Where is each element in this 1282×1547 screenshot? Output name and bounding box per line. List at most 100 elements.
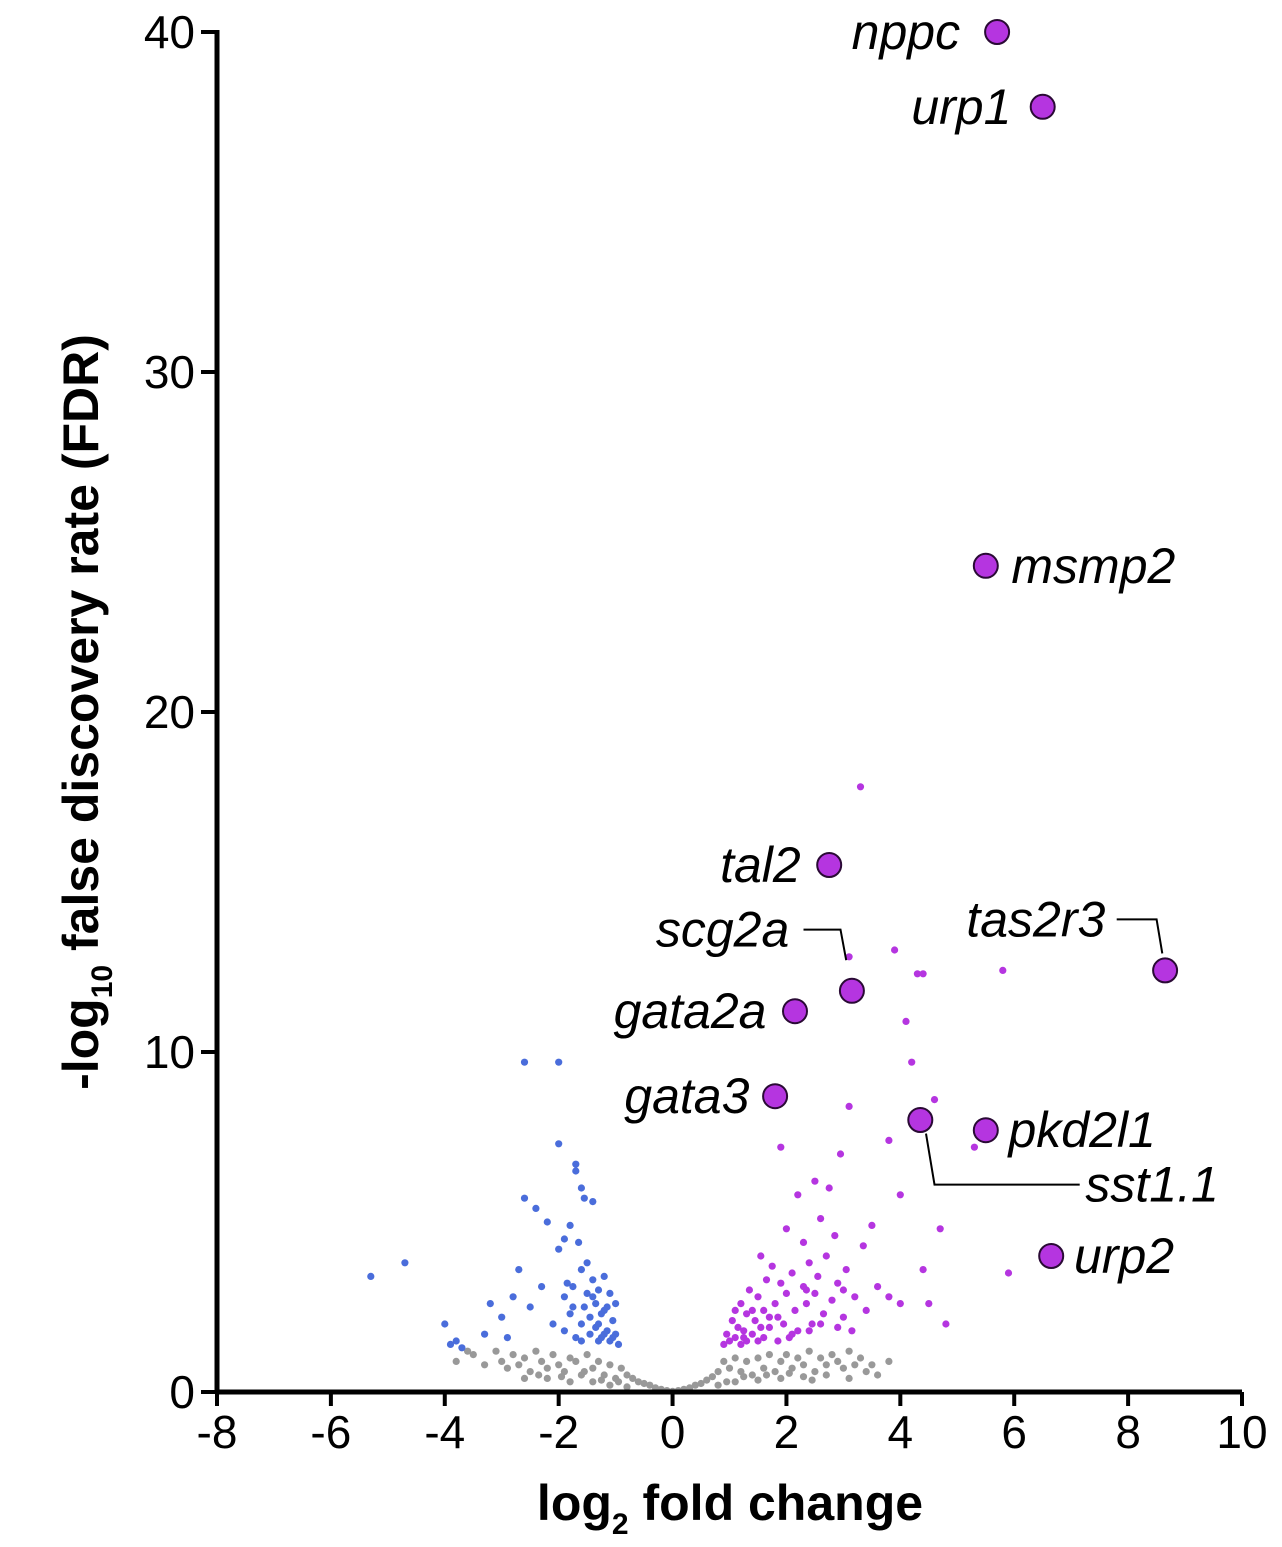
data-point	[720, 1357, 728, 1365]
data-point	[817, 1354, 825, 1362]
data-point	[885, 1293, 893, 1301]
data-point	[785, 1369, 793, 1377]
highlighted-genes	[762, 19, 1179, 1269]
data-point	[629, 1374, 637, 1382]
data-point	[1004, 1269, 1013, 1277]
data-point	[441, 1320, 449, 1328]
data-point	[728, 1317, 736, 1325]
data-point	[908, 1058, 916, 1066]
axes: -8 -6 -4 -2 0 2 4 6 8 10 0 10 20 30 40	[144, 6, 1268, 1458]
data-point	[580, 1368, 588, 1376]
data-point	[794, 1191, 802, 1199]
highlight-point-urp1	[1029, 93, 1056, 120]
data-point	[799, 1361, 808, 1369]
data-point	[856, 783, 865, 791]
data-point	[902, 1017, 910, 1025]
data-point	[731, 1378, 739, 1386]
data-point	[874, 1371, 882, 1379]
data-point	[811, 1177, 819, 1185]
gene-label-urp1: urp1	[911, 79, 1011, 135]
x-tick-label: -8	[197, 1406, 238, 1458]
data-point	[623, 1371, 631, 1379]
data-point	[771, 1300, 779, 1308]
y-tick-label: 10	[144, 1026, 195, 1078]
data-point	[555, 1245, 563, 1253]
highlight-point-nppc	[984, 19, 1011, 45]
data-point	[737, 1300, 745, 1308]
data-point	[583, 1351, 591, 1359]
data-point	[577, 1266, 586, 1274]
data-point	[577, 1184, 586, 1192]
data-point	[760, 1306, 768, 1314]
data-point	[782, 1225, 791, 1233]
data-point	[526, 1368, 534, 1376]
data-point	[617, 1364, 625, 1372]
data-point	[452, 1357, 460, 1365]
data-point	[748, 1330, 756, 1338]
data-point	[777, 1357, 785, 1365]
data-point	[780, 1320, 788, 1328]
data-point	[555, 1361, 563, 1369]
data-point	[515, 1361, 523, 1369]
data-point	[765, 1323, 774, 1331]
data-point	[566, 1354, 574, 1362]
data-point	[498, 1357, 506, 1365]
data-point	[520, 1354, 529, 1362]
data-point	[597, 1376, 606, 1384]
data-point	[891, 946, 899, 954]
data-point	[606, 1361, 614, 1369]
data-point	[714, 1368, 722, 1376]
data-point	[634, 1378, 643, 1386]
data-point	[760, 1364, 768, 1372]
data-point	[606, 1289, 614, 1297]
data-point	[740, 1373, 748, 1381]
data-point	[845, 953, 853, 961]
y-tick-label: 40	[144, 6, 195, 58]
data-point	[520, 1058, 529, 1066]
data-point	[751, 1317, 759, 1325]
data-point	[760, 1334, 768, 1342]
data-point	[401, 1259, 409, 1267]
data-point	[745, 1286, 754, 1294]
data-point	[640, 1379, 648, 1388]
data-point	[839, 1313, 848, 1321]
data-point	[723, 1330, 731, 1338]
data-point	[842, 1266, 850, 1274]
data-point	[509, 1293, 517, 1301]
data-point	[714, 1381, 722, 1389]
data-point	[577, 1337, 586, 1345]
data-point	[481, 1361, 489, 1369]
gene-label-msmp2: msmp2	[1011, 538, 1175, 594]
data-point	[592, 1300, 600, 1308]
data-point	[874, 1283, 882, 1291]
data-point	[868, 1221, 876, 1229]
data-point	[515, 1266, 523, 1274]
data-point	[731, 1354, 739, 1362]
data-point	[817, 1215, 825, 1223]
highlight-point-gata3	[762, 1083, 789, 1110]
y-axis-title: -log10 false discovery rate (FDR)	[53, 334, 119, 1090]
data-point	[566, 1310, 574, 1318]
y-tick-label: 30	[144, 346, 195, 398]
data-point	[794, 1327, 802, 1335]
data-point	[771, 1368, 779, 1376]
data-point	[757, 1252, 765, 1260]
data-point	[589, 1276, 597, 1284]
data-point	[762, 1276, 771, 1284]
data-point	[535, 1371, 543, 1379]
highlight-point-scg2a	[838, 977, 865, 1004]
data-point	[782, 1289, 791, 1297]
data-point	[765, 1313, 774, 1321]
data-point	[538, 1357, 546, 1365]
upregulated-points	[720, 783, 1013, 1348]
data-point	[851, 1361, 859, 1369]
data-point	[566, 1378, 574, 1386]
data-point	[777, 1279, 785, 1287]
downregulated-points	[367, 1058, 623, 1352]
data-point	[469, 1351, 477, 1359]
data-point	[748, 1306, 756, 1314]
data-point	[845, 1102, 853, 1110]
data-point	[592, 1323, 600, 1331]
data-point	[762, 1371, 771, 1379]
